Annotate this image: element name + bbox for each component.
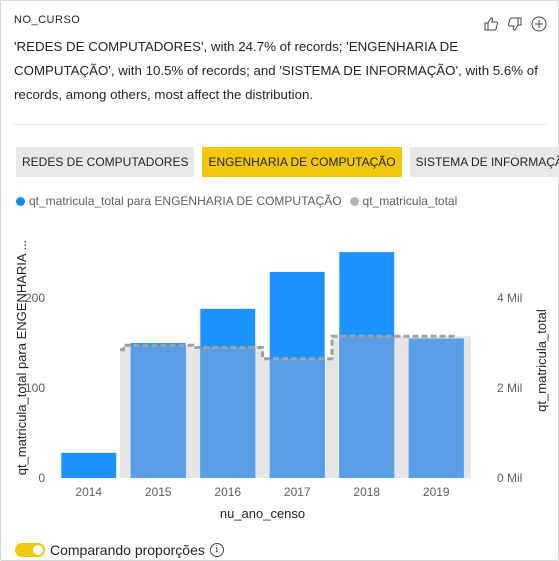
compare-proportions-label: Comparando proporções [50, 542, 205, 558]
total-step-line-group [120, 334, 456, 361]
compare-proportions-toggle[interactable] [15, 543, 45, 557]
engenharia-bar [61, 452, 117, 478]
insight-summary-text: 'REDES DE COMPUTADORES', with 24.7% of r… [14, 39, 538, 102]
x-tick-label: 2014 [75, 485, 102, 499]
y2-tick-label: 2 Mil [497, 381, 522, 395]
y-tick-label: 0 [38, 471, 45, 485]
x-tick-label: 2017 [284, 485, 311, 499]
x-tick-label: 2018 [353, 485, 380, 499]
x-axis-title: nu_ano_censo [220, 506, 305, 521]
y-tick-label: 200 [25, 291, 45, 305]
overlap-segment [269, 358, 325, 478]
legend-label: qt_matricula_total para ENGENHARIA DE CO… [29, 194, 342, 208]
legend-label: qt_matricula_total [362, 194, 458, 208]
thumbs-down-icon[interactable] [506, 15, 524, 33]
info-icon[interactable]: i [209, 543, 224, 557]
pill-engenharia-de-computacao[interactable]: ENGENHARIA DE COMPUTAÇÃO [202, 147, 402, 177]
compare-proportions-row: Comparando proporções i [15, 542, 224, 558]
overlap-segment [408, 338, 464, 478]
feedback-actions [482, 15, 548, 33]
add-icon[interactable] [530, 15, 548, 33]
field-name-label: NO_CURSO [14, 14, 81, 26]
x-tick-label: 2016 [214, 485, 241, 499]
total-bar [120, 349, 124, 478]
category-pills: REDES DE COMPUTADORES ENGENHARIA DE COMP… [16, 147, 559, 177]
x-tick-label: 2019 [423, 485, 450, 499]
legend-swatch [16, 196, 25, 206]
overlap-segment [339, 336, 395, 478]
y-tick-label: 100 [25, 381, 45, 395]
y2-tick-label: 0 Mil [497, 471, 522, 485]
x-tick-label: 2015 [145, 485, 172, 499]
pill-redes-de-computadores[interactable]: REDES DE COMPUTADORES [16, 147, 195, 177]
divider [14, 124, 546, 125]
y-axis-title: qt_matricula_total para ENGENHARIA ... [14, 240, 29, 476]
axes-group: 0 100 200 0 Mil 2 Mil 4 Mil 2014 2015 2016 2017 20… [14, 240, 549, 521]
combo-chart: 0 100 200 0 Mil 2 Mil 4 Mil 2014 2015 2016 2017 20… [14, 240, 549, 521]
total-step-line [120, 334, 456, 361]
legend-item-engenharia: qt_matricula_total para ENGENHARIA DE CO… [16, 194, 342, 208]
overlap-segment [200, 347, 256, 478]
thumbs-up-icon[interactable] [482, 15, 500, 33]
legend-swatch [349, 196, 359, 206]
overlap-segment [130, 345, 186, 478]
engenharia-bars-group [61, 252, 464, 478]
pill-sistema-de-informacao[interactable]: SISTEMA DE INFORMAÇÃO [409, 147, 559, 177]
chart-legend: qt_matricula_total para ENGENHARIA DE CO… [16, 194, 465, 208]
y2-tick-label: 4 Mil [497, 291, 522, 305]
y2-axis-title: qt_matricula_total [534, 309, 549, 412]
legend-item-total: qt_matricula_total [349, 194, 458, 208]
